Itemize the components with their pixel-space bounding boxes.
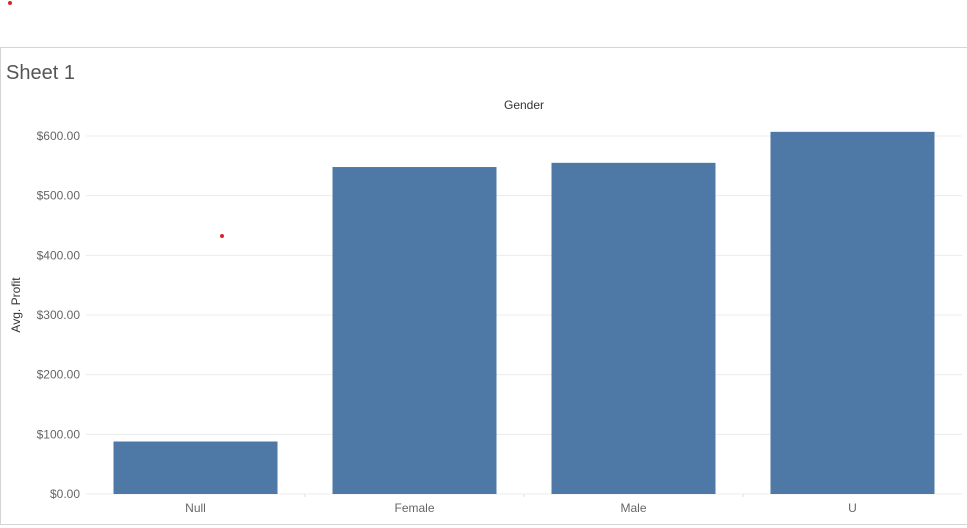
bar-male[interactable] — [551, 162, 716, 494]
bar-chart: $0.00 $100.00 $200.00 $300.00 $400.00 $500.00… — [9, 98, 962, 515]
y-axis-title: Avg. Profit — [9, 277, 23, 333]
x-tick-label: U — [848, 501, 857, 515]
x-tick-label: Null — [185, 501, 206, 515]
bar-null[interactable] — [113, 441, 278, 494]
column-header: Gender — [504, 98, 544, 112]
y-tick-label: $0.00 — [50, 487, 80, 501]
bar-u[interactable] — [770, 131, 935, 494]
top-strip — [0, 0, 967, 47]
y-tick-label: $200.00 — [37, 368, 81, 382]
bar-female[interactable] — [332, 167, 497, 494]
bars — [113, 131, 935, 494]
x-tick-label: Female — [394, 501, 434, 515]
y-tick-label: $100.00 — [37, 427, 81, 441]
sheet-title: Sheet 1 — [6, 62, 75, 84]
y-axis-ticks: $0.00 $100.00 $200.00 $300.00 $400.00 $500.00… — [37, 129, 81, 501]
marker-dot — [220, 234, 224, 238]
y-tick-label: $300.00 — [37, 308, 81, 322]
marker-dot — [8, 1, 12, 5]
y-tick-label: $500.00 — [37, 189, 81, 203]
y-tick-label: $600.00 — [37, 129, 81, 143]
x-tick-label: Male — [620, 501, 646, 515]
x-axis-ticks: Null Female Male U — [185, 501, 857, 515]
y-tick-label: $400.00 — [37, 248, 81, 262]
